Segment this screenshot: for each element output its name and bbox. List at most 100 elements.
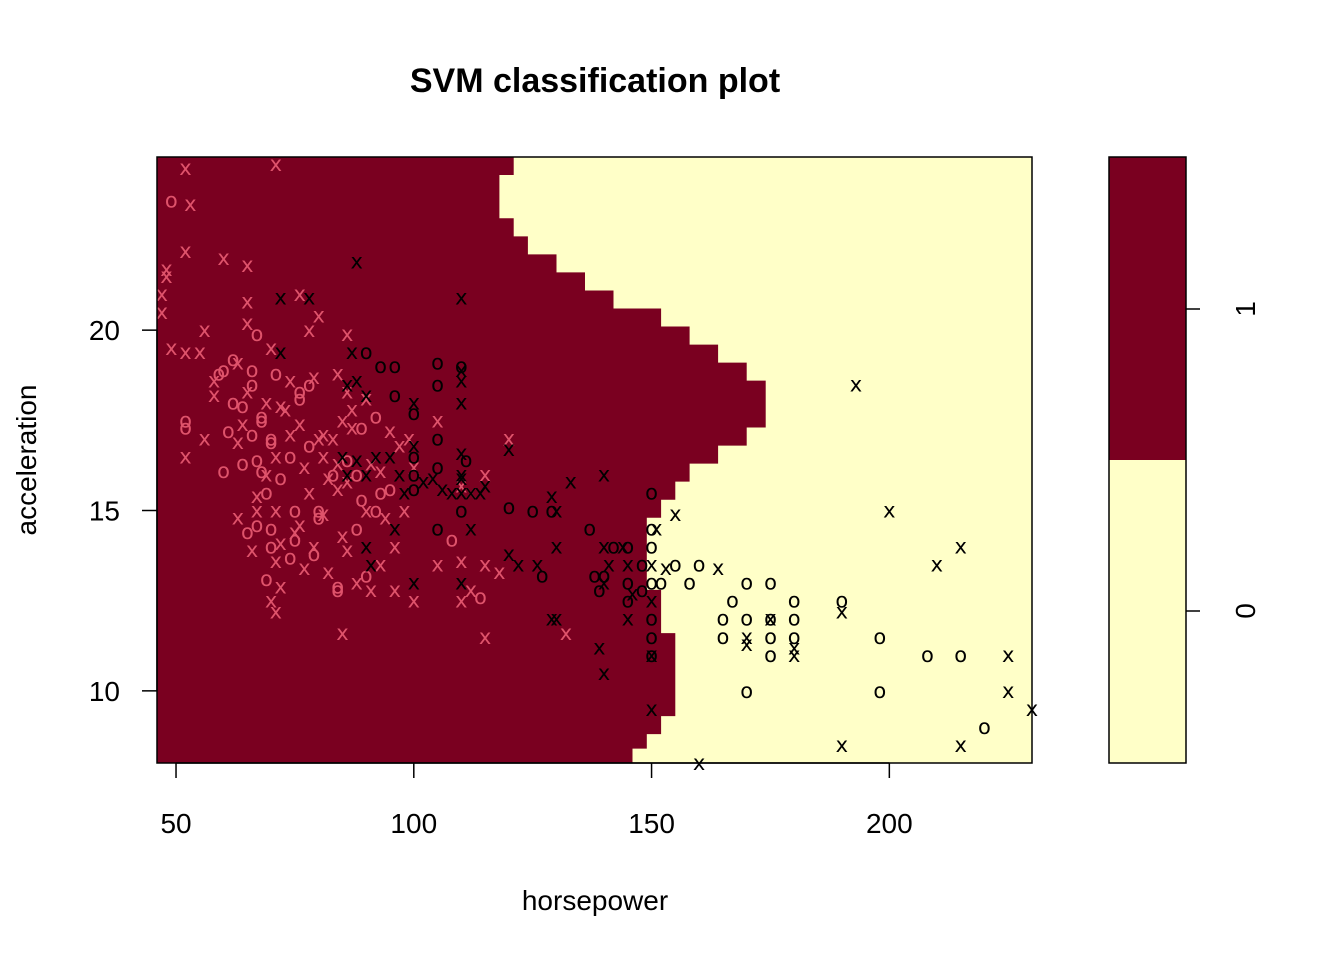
data-point-class-1: o bbox=[341, 448, 354, 472]
data-point-class-1: o bbox=[369, 405, 382, 429]
data-point-class-1: o bbox=[246, 358, 259, 382]
data-point-class-1: x bbox=[232, 506, 244, 530]
legend-swatch-1 bbox=[1109, 157, 1186, 460]
data-point-class-1: o bbox=[227, 347, 240, 371]
y-axis: 10 15 20 bbox=[89, 315, 158, 707]
data-point-class-1: x bbox=[341, 322, 353, 346]
data-point-class-0: x bbox=[455, 462, 467, 486]
data-point-class-1: x bbox=[270, 444, 282, 468]
data-point-class-1: x bbox=[208, 369, 220, 393]
data-point-class-1: x bbox=[260, 462, 272, 486]
color-key-legend: 1 0 bbox=[1108, 156, 1261, 764]
data-point-class-0: o bbox=[621, 571, 634, 595]
data-point-class-0: x bbox=[465, 517, 477, 541]
data-point-class-0: o bbox=[764, 607, 777, 631]
data-point-class-0: x bbox=[712, 556, 724, 580]
data-point-class-0: o bbox=[431, 372, 444, 396]
data-point-class-1: x bbox=[293, 513, 305, 537]
data-point-class-1: x bbox=[232, 351, 244, 375]
data-point-class-0: x bbox=[455, 571, 467, 595]
data-point-class-0: x bbox=[350, 448, 362, 472]
data-point-class-1: x bbox=[312, 426, 324, 450]
data-point-class-1: x bbox=[331, 361, 343, 385]
data-point-class-0: x bbox=[512, 553, 524, 577]
data-point-class-1: x bbox=[398, 499, 410, 523]
data-point-class-0: x bbox=[408, 390, 420, 414]
data-point-class-0: x bbox=[931, 553, 943, 577]
data-point-class-1: x bbox=[479, 553, 491, 577]
data-point-class-1: x bbox=[346, 416, 358, 440]
data-point-class-0: o bbox=[873, 679, 886, 703]
data-point-class-1: x bbox=[303, 318, 315, 342]
data-point-class-1: x bbox=[331, 477, 343, 501]
data-point-class-0: x bbox=[303, 286, 315, 310]
data-point-class-1: o bbox=[369, 499, 382, 523]
x-axis-label: horsepower bbox=[522, 885, 668, 916]
data-point-class-0: x bbox=[417, 470, 429, 494]
data-point-class-0: x bbox=[850, 372, 862, 396]
data-point-class-1: x bbox=[251, 484, 263, 508]
data-point-class-1: o bbox=[227, 390, 240, 414]
data-point-class-1: x bbox=[374, 553, 386, 577]
data-point-class-1: x bbox=[179, 239, 191, 263]
data-point-class-1: x bbox=[365, 452, 377, 476]
data-point-class-0: x bbox=[455, 286, 467, 310]
data-point-class-1: x bbox=[160, 264, 172, 288]
data-point-class-0: o bbox=[645, 517, 658, 541]
x-tick-label: 50 bbox=[160, 808, 191, 839]
data-point-class-1: x bbox=[194, 340, 206, 364]
data-point-class-1: x bbox=[327, 426, 339, 450]
data-point-class-1: x bbox=[393, 434, 405, 458]
data-point-class-1: x bbox=[208, 383, 220, 407]
data-point-class-1: x bbox=[384, 419, 396, 443]
data-point-class-0: o bbox=[455, 499, 468, 523]
data-point-class-0: o bbox=[788, 625, 801, 649]
data-point-class-0: o bbox=[407, 477, 420, 501]
data-point-class-0: o bbox=[588, 563, 601, 587]
data-point-class-0: o bbox=[431, 517, 444, 541]
data-point-class-1: x bbox=[336, 408, 348, 432]
data-point-class-0: o bbox=[593, 578, 606, 602]
data-point-class-0: x bbox=[350, 250, 362, 274]
data-point-class-0: x bbox=[455, 358, 467, 382]
data-point-class-1: x bbox=[389, 535, 401, 559]
data-point-class-0: x bbox=[954, 535, 966, 559]
data-point-class-1: x bbox=[479, 625, 491, 649]
data-point-class-0: o bbox=[716, 607, 729, 631]
data-point-class-1: o bbox=[165, 188, 178, 212]
data-point-class-0: x bbox=[479, 473, 491, 497]
data-point-class-1: x bbox=[431, 408, 443, 432]
data-point-class-0: x bbox=[503, 542, 515, 566]
data-point-class-1: x bbox=[479, 462, 491, 486]
data-point-class-0: o bbox=[740, 679, 753, 703]
data-point-class-1: x bbox=[270, 499, 282, 523]
data-point-class-0: x bbox=[474, 481, 486, 505]
data-point-class-1: o bbox=[384, 477, 397, 501]
data-point-class-1: x bbox=[236, 412, 248, 436]
data-point-class-0: o bbox=[788, 589, 801, 613]
data-point-class-0: o bbox=[636, 578, 649, 602]
data-point-class-1: x bbox=[289, 520, 301, 544]
data-point-class-0: x bbox=[389, 517, 401, 541]
data-point-class-0: o bbox=[716, 625, 729, 649]
data-point-class-1: o bbox=[284, 444, 297, 468]
data-point-class-1: o bbox=[284, 545, 297, 569]
data-point-class-0: o bbox=[388, 354, 401, 378]
data-point-class-0: o bbox=[502, 495, 515, 519]
data-point-class-0: o bbox=[598, 563, 611, 587]
data-point-class-1: o bbox=[255, 459, 268, 483]
data-point-class-0: x bbox=[341, 462, 353, 486]
data-point-class-0: o bbox=[740, 571, 753, 595]
data-point-class-1: x bbox=[274, 574, 286, 598]
data-point-class-0: x bbox=[645, 643, 657, 667]
data-point-class-0: x bbox=[408, 434, 420, 458]
data-point-class-1: x bbox=[270, 600, 282, 624]
data-point-class-1: x bbox=[465, 578, 477, 602]
data-point-class-0: x bbox=[455, 481, 467, 505]
data-point-class-0: x bbox=[645, 553, 657, 577]
data-point-class-0: x bbox=[593, 636, 605, 660]
data-point-class-1: x bbox=[322, 466, 334, 490]
y-tick-label: 10 bbox=[89, 676, 120, 707]
data-point-class-1: x bbox=[455, 589, 467, 613]
